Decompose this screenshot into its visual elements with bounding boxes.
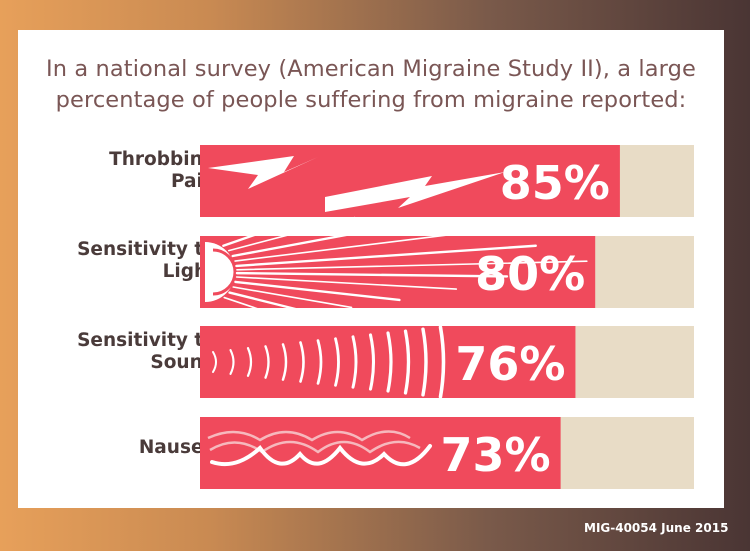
sound-wave-arc: [386, 331, 393, 393]
value-label-2: 76%: [455, 337, 565, 391]
sun-ray: [231, 221, 411, 258]
value-label-3: 73%: [441, 428, 551, 482]
sun-inner-arc: [212, 248, 237, 296]
sound-wave-arc: [246, 347, 253, 377]
bar-1: [200, 236, 596, 308]
title-line-2: percentage of people suffering from migr…: [55, 87, 687, 113]
waves-icon: [207, 430, 432, 467]
sound-waves-icon: [212, 325, 446, 399]
sun-ray: [228, 291, 314, 315]
bar-group-1: 80%: [200, 216, 694, 321]
sound-wave-arc: [212, 351, 217, 373]
sun-ray: [223, 296, 292, 321]
sound-wave-arc: [299, 341, 305, 383]
sound-wave-arc: [229, 349, 235, 375]
sun-ray: [232, 286, 353, 309]
sun-ray: [234, 280, 401, 302]
sound-wave-arc: [368, 333, 376, 391]
wave-line-front: [210, 444, 432, 467]
sound-wave-arc: [281, 343, 288, 381]
bar-group-2: 76%: [200, 325, 694, 399]
footer-code: MIG-40054 June 2015: [584, 521, 729, 535]
sound-wave-arc: [351, 335, 358, 389]
lightning-bolt-shape: [208, 156, 318, 189]
lightning-bolts-icon: [208, 156, 505, 212]
bar-group-0: 85%: [200, 145, 694, 217]
bar-3: [200, 417, 561, 489]
category-label-sensitivity-sound: Sensitivity to Sound: [77, 330, 216, 373]
title-line-1: In a national survey (American Migraine …: [46, 56, 696, 82]
value-label-0: 85%: [500, 156, 610, 210]
sun-ray: [236, 260, 588, 271]
chart-title: In a national survey (American Migraine …: [18, 54, 724, 116]
wave-line-mid: [209, 440, 421, 454]
sound-wave-arc: [334, 337, 340, 387]
sun-ray: [222, 218, 301, 247]
category-label-nausea: Nausea: [138, 437, 216, 458]
sound-wave-arc: [421, 327, 428, 397]
sun-rays-icon: [205, 216, 588, 321]
sound-wave-arc: [264, 345, 270, 379]
sound-wave-arc: [403, 329, 411, 395]
sun-ray: [235, 271, 509, 278]
sun-ray: [235, 276, 458, 290]
sun-ray: [234, 231, 475, 262]
sound-wave-arc: [438, 325, 446, 399]
wave-line-back: [207, 430, 411, 442]
lightning-bolt-shape: [325, 172, 505, 212]
sun-ray: [235, 244, 537, 268]
sound-wave-arc: [316, 339, 323, 385]
sun-ray: [227, 216, 356, 252]
value-label-1: 80%: [475, 247, 585, 301]
bar-group-3: 73%: [200, 417, 694, 489]
